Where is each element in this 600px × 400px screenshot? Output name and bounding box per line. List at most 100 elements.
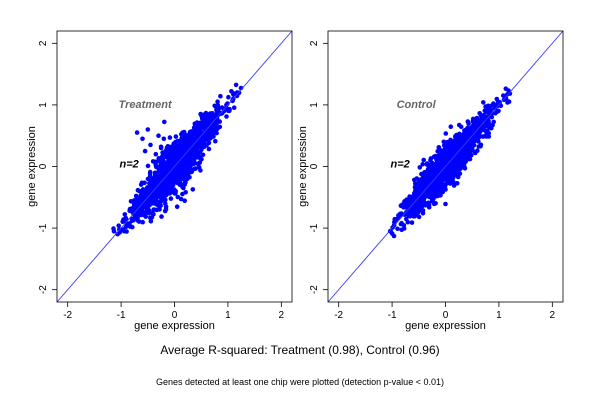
data-point xyxy=(133,193,139,199)
data-point xyxy=(466,128,472,134)
identity-line xyxy=(328,31,563,302)
data-point xyxy=(156,192,161,197)
data-point xyxy=(166,185,172,190)
data-point xyxy=(156,188,161,193)
y-tick-label: 1 xyxy=(38,102,49,108)
data-point-outlier xyxy=(153,151,159,157)
data-point xyxy=(415,210,421,215)
data-point xyxy=(412,177,417,183)
data-point xyxy=(503,86,509,91)
data-point xyxy=(209,127,214,132)
data-point xyxy=(157,199,162,204)
x-tick-label: 1 xyxy=(496,310,502,321)
data-point xyxy=(163,174,169,180)
data-point xyxy=(180,137,186,142)
data-point xyxy=(129,218,135,223)
data-point xyxy=(181,163,186,169)
data-point xyxy=(213,127,218,132)
data-point xyxy=(461,158,467,164)
data-point xyxy=(153,162,158,168)
x-tick-label: 2 xyxy=(550,310,556,321)
data-point xyxy=(157,169,162,174)
data-point xyxy=(172,149,178,154)
y-tick-label: 0 xyxy=(309,163,320,169)
data-point xyxy=(159,214,164,219)
data-point xyxy=(185,133,191,139)
data-point xyxy=(454,160,460,165)
data-point xyxy=(417,165,423,170)
data-point xyxy=(475,148,480,153)
data-point xyxy=(174,180,179,185)
data-point xyxy=(170,155,175,160)
data-point xyxy=(213,138,218,144)
data-point xyxy=(462,153,468,159)
data-point xyxy=(157,176,162,182)
data-point-outlier xyxy=(134,130,140,135)
data-point xyxy=(453,172,459,178)
scatter-panel-2: -2 -1 0 1 2 -2 -1 0 1 2 gene expression gene expres… xyxy=(297,30,564,332)
data-point xyxy=(167,135,173,140)
data-point xyxy=(190,187,196,192)
data-point xyxy=(196,161,201,167)
data-point xyxy=(399,211,404,216)
data-point xyxy=(458,138,463,143)
data-point xyxy=(133,211,139,216)
data-point xyxy=(152,172,158,178)
data-point xyxy=(207,116,213,121)
data-point xyxy=(217,124,223,130)
data-point xyxy=(214,130,219,136)
data-point xyxy=(143,203,148,208)
data-point xyxy=(138,192,144,198)
panel-title: Treatment xyxy=(119,99,173,111)
data-point xyxy=(448,178,454,183)
data-point xyxy=(454,168,460,173)
data-point xyxy=(226,107,231,113)
data-point xyxy=(191,143,197,148)
data-point-outlier xyxy=(158,145,164,151)
data-point xyxy=(184,148,190,154)
data-point xyxy=(440,160,445,166)
data-point xyxy=(195,149,201,154)
data-point xyxy=(141,189,147,195)
y-tick-label: -2 xyxy=(38,285,49,294)
data-point xyxy=(174,204,180,209)
data-point xyxy=(478,142,484,148)
data-point xyxy=(480,114,486,119)
data-point xyxy=(490,122,495,128)
data-point xyxy=(124,217,129,222)
data-point xyxy=(210,134,215,139)
data-point xyxy=(448,124,454,129)
data-point xyxy=(450,161,456,167)
data-point xyxy=(428,156,434,161)
data-point xyxy=(175,194,181,200)
data-point xyxy=(141,195,147,201)
data-point xyxy=(433,188,439,194)
data-point xyxy=(454,148,460,153)
data-point xyxy=(444,160,450,165)
y-tick-label: -1 xyxy=(38,223,49,232)
data-point xyxy=(401,226,407,231)
data-point xyxy=(443,131,449,136)
y-tick-label: 0 xyxy=(38,163,49,169)
y-tick-label: 2 xyxy=(309,40,320,46)
data-point xyxy=(135,187,141,193)
data-point xyxy=(485,122,491,127)
data-point-outlier xyxy=(161,136,167,142)
data-point xyxy=(206,146,212,152)
data-point xyxy=(458,124,464,130)
data-point xyxy=(151,207,157,212)
data-point xyxy=(203,110,209,116)
data-point xyxy=(475,138,481,143)
data-point xyxy=(395,226,400,232)
data-points xyxy=(111,82,244,237)
data-point xyxy=(427,191,432,197)
data-point-outlier xyxy=(142,148,148,154)
data-point xyxy=(178,142,184,147)
data-point xyxy=(420,162,426,167)
data-point xyxy=(116,223,121,228)
x-tick-label: 0 xyxy=(443,310,449,321)
data-point xyxy=(456,154,461,159)
data-point xyxy=(483,133,488,139)
data-point xyxy=(186,166,191,172)
